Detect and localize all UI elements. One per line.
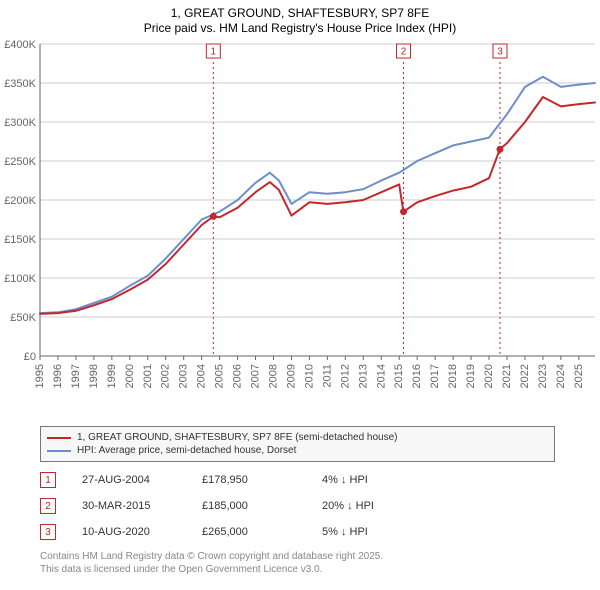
svg-text:£0: £0 [24,351,36,363]
event-row: 2 30-MAR-2015 £185,000 20% ↓ HPI [40,498,600,514]
svg-text:2011: 2011 [321,364,333,388]
x-axis-labels: 1995 1996 1997 1998 1999 2000 2001 2002 2003 2004… [34,364,585,388]
svg-text:2000: 2000 [124,364,136,388]
legend: 1, GREAT GROUND, SHAFTESBURY, SP7 8FE (s… [40,426,555,462]
svg-text:1997: 1997 [70,364,82,388]
legend-swatch-1 [47,437,71,439]
plot-area: £0 £50K £100K £150K £200K £250K £300K £350K £400… [0,38,600,418]
footnote: Contains HM Land Registry data © Crown c… [40,550,600,582]
title-line-2: Price paid vs. HM Land Registry's House … [0,21,600,36]
svg-text:2010: 2010 [303,364,315,388]
svg-text:1998: 1998 [88,364,100,388]
event-row: 1 27-AUG-2004 £178,950 4% ↓ HPI [40,472,600,488]
legend-row: HPI: Average price, semi-detached house,… [47,444,548,457]
chart-title: 1, GREAT GROUND, SHAFTESBURY, SP7 8FE Pr… [0,0,600,38]
sale-markers: 1 2 3 [206,44,507,220]
legend-label: 1, GREAT GROUND, SHAFTESBURY, SP7 8FE (s… [77,432,397,443]
svg-text:2018: 2018 [447,364,459,388]
event-price: £265,000 [202,526,322,538]
footnote-line-2: This data is licensed under the Open Gov… [40,563,600,576]
event-date: 10-AUG-2020 [82,526,202,538]
svg-text:2013: 2013 [357,364,369,388]
svg-text:2007: 2007 [250,364,262,388]
svg-text:2009: 2009 [285,364,297,388]
svg-text:2017: 2017 [429,364,441,388]
marker-lines [213,62,500,356]
y-axis-labels: £0 £50K £100K £150K £200K £250K £300K £350K £400… [4,39,36,363]
svg-text:2004: 2004 [196,364,208,388]
svg-text:£100K: £100K [4,273,36,285]
svg-text:£300K: £300K [4,117,36,129]
event-date: 30-MAR-2015 [82,500,202,512]
footnote-line-1: Contains HM Land Registry data © Crown c… [40,550,600,563]
event-badge: 3 [40,524,56,540]
event-badge: 1 [40,472,56,488]
svg-text:1996: 1996 [52,364,64,388]
event-diff: 20% ↓ HPI [322,500,422,512]
svg-text:1: 1 [211,47,217,58]
svg-text:2005: 2005 [214,364,226,388]
svg-text:1995: 1995 [34,364,46,388]
event-date: 27-AUG-2004 [82,474,202,486]
svg-text:2016: 2016 [411,364,423,388]
legend-swatch-2 [47,450,71,452]
svg-text:2021: 2021 [501,364,513,388]
svg-text:2012: 2012 [339,364,351,388]
event-diff: 5% ↓ HPI [322,526,422,538]
svg-text:£400K: £400K [4,39,36,51]
sale-events: 1 27-AUG-2004 £178,950 4% ↓ HPI 2 30-MAR… [40,472,600,540]
chart-block: 1, GREAT GROUND, SHAFTESBURY, SP7 8FE Pr… [0,0,600,582]
svg-text:2014: 2014 [375,364,387,388]
svg-text:2020: 2020 [483,364,495,388]
svg-text:1999: 1999 [106,364,118,388]
plot-svg: £0 £50K £100K £150K £200K £250K £300K £350K £400… [0,38,600,418]
svg-text:2001: 2001 [142,364,154,388]
svg-text:£250K: £250K [4,156,36,168]
svg-text:2025: 2025 [573,364,585,388]
svg-text:2019: 2019 [465,364,477,388]
legend-label: HPI: Average price, semi-detached house,… [77,445,296,456]
svg-text:2006: 2006 [232,364,244,388]
svg-text:3: 3 [497,47,503,58]
legend-row: 1, GREAT GROUND, SHAFTESBURY, SP7 8FE (s… [47,431,548,444]
svg-text:£200K: £200K [4,195,36,207]
svg-text:2024: 2024 [555,364,567,388]
event-price: £178,950 [202,474,322,486]
svg-text:£150K: £150K [4,234,36,246]
event-row: 3 10-AUG-2020 £265,000 5% ↓ HPI [40,524,600,540]
event-diff: 4% ↓ HPI [322,474,422,486]
svg-text:2015: 2015 [393,364,405,388]
svg-text:2003: 2003 [178,364,190,388]
svg-text:2002: 2002 [160,364,172,388]
svg-text:£350K: £350K [4,78,36,90]
event-price: £185,000 [202,500,322,512]
svg-text:2: 2 [401,47,407,58]
gridlines [40,44,595,360]
svg-text:2022: 2022 [519,364,531,388]
event-badge: 2 [40,498,56,514]
svg-text:£50K: £50K [10,312,36,324]
svg-text:2023: 2023 [537,364,549,388]
svg-text:2008: 2008 [267,364,279,388]
title-line-1: 1, GREAT GROUND, SHAFTESBURY, SP7 8FE [0,6,600,21]
